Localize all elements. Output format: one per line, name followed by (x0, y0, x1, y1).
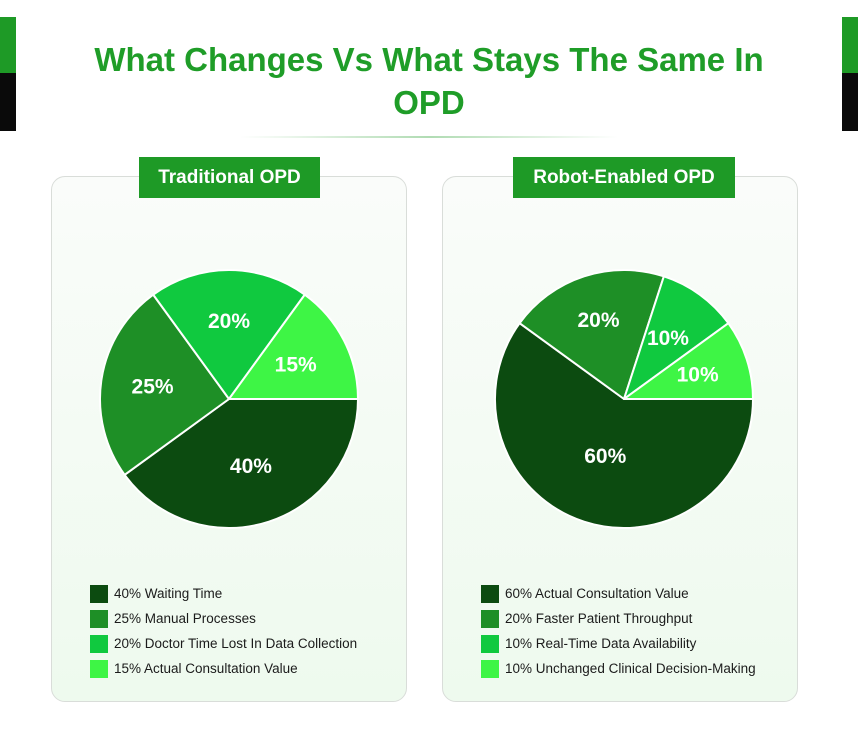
legend-item: 10% Unchanged Clinical Decision-Making (481, 656, 756, 681)
legend-swatch (481, 609, 499, 628)
pie-slice-value-label: 15% (275, 354, 317, 377)
pie-slice-value-label: 10% (647, 327, 689, 350)
pie-slice-unchanged-clinical-decision-making (623, 322, 754, 400)
legend-label: 15% Actual Consultation Value (114, 661, 298, 676)
left-green-accent-bar (0, 17, 16, 73)
pie-slice-waiting-time (123, 398, 359, 529)
robot-enabled-opd-legend: 60% Actual Consultation Value 20% Faster… (481, 581, 756, 681)
pie-slice-value-label: 60% (584, 445, 626, 468)
legend-swatch (90, 634, 108, 653)
legend-label: 40% Waiting Time (114, 586, 223, 601)
legend-swatch (481, 584, 499, 603)
left-black-accent-bar (0, 73, 16, 131)
legend-label: 20% Faster Patient Throughput (505, 611, 693, 626)
legend-item: 10% Real-Time Data Availability (481, 631, 756, 656)
traditional-opd-chart-title: Traditional OPD (139, 157, 320, 198)
page-title: What Changes Vs What Stays The Same In O… (94, 41, 764, 121)
legend-item: 25% Manual Processes (90, 606, 357, 631)
pie-slice-actual-consultation-value (494, 322, 754, 529)
legend-label: 60% Actual Consultation Value (505, 586, 689, 601)
pie-slice-value-label: 20% (577, 309, 619, 332)
right-black-accent-bar (842, 73, 858, 131)
legend-item: 20% Doctor Time Lost In Data Collection (90, 631, 357, 656)
legend-item: 60% Actual Consultation Value (481, 581, 756, 606)
pie-slice-faster-patient-throughput (518, 269, 665, 400)
legend-item: 40% Waiting Time (90, 581, 357, 606)
pie-slice-real-time-data-availability (623, 275, 730, 400)
right-green-accent-bar (842, 17, 858, 73)
pie-slice-doctor-time-lost-in-data-collection (152, 269, 306, 400)
title-divider (240, 136, 618, 138)
pie-slice-value-label: 40% (230, 455, 272, 478)
legend-swatch (481, 634, 499, 653)
legend-label: 10% Unchanged Clinical Decision-Making (505, 661, 756, 676)
pie-slice-manual-processes (99, 293, 230, 476)
legend-swatch (90, 609, 108, 628)
pie-slice-actual-consultation-value (228, 293, 359, 400)
legend-label: 10% Real-Time Data Availability (505, 636, 697, 651)
legend-item: 20% Faster Patient Throughput (481, 606, 756, 631)
legend-swatch (481, 659, 499, 678)
pie-slice-value-label: 20% (208, 310, 250, 333)
pie-slice-value-label: 25% (132, 375, 174, 398)
legend-label: 25% Manual Processes (114, 611, 256, 626)
pie-slice-value-label: 10% (677, 364, 719, 387)
legend-swatch (90, 659, 108, 678)
legend-item: 15% Actual Consultation Value (90, 656, 357, 681)
robot-enabled-opd-chart-title: Robot-Enabled OPD (513, 157, 735, 198)
legend-swatch (90, 584, 108, 603)
legend-label: 20% Doctor Time Lost In Data Collection (114, 636, 358, 651)
traditional-opd-legend: 40% Waiting Time 25% Manual Processes 20… (90, 581, 357, 681)
